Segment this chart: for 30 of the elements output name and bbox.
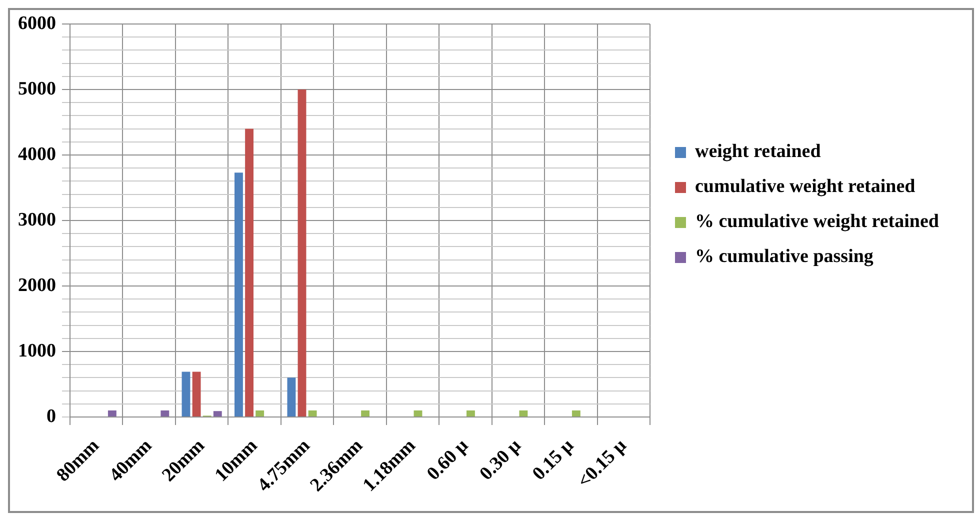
x-tick-label: 0.60 μ (423, 435, 473, 485)
legend-label: % cumulative passing (695, 246, 874, 267)
bar (572, 410, 580, 416)
bar (287, 378, 296, 416)
y-tick-label: 3000 (18, 209, 56, 230)
bar (308, 410, 317, 416)
y-tick-label: 0 (46, 406, 56, 427)
legend-label: % cumulative weight retained (695, 211, 939, 232)
y-tick-label: 1000 (18, 340, 56, 362)
bar (466, 410, 475, 416)
bar (414, 410, 422, 416)
bar (213, 411, 222, 416)
legend-label: weight retained (695, 141, 821, 162)
bar (182, 372, 190, 416)
y-tick-label: 2000 (18, 274, 56, 296)
y-tick-label: 6000 (18, 12, 56, 34)
bar (192, 372, 201, 416)
y-tick-label: 5000 (18, 78, 56, 100)
x-tick-label: 0.15 μ (528, 435, 578, 485)
bar (234, 172, 243, 416)
bar (361, 410, 370, 416)
bar (108, 410, 116, 416)
bar (519, 410, 528, 416)
bar (298, 90, 306, 416)
bar (245, 128, 254, 416)
y-tick-label: 4000 (18, 144, 56, 165)
legend-label: cumulative weight retained (695, 176, 916, 197)
bar (160, 410, 170, 416)
x-tick-label: 0.30 μ (476, 435, 526, 485)
bar (256, 410, 264, 416)
